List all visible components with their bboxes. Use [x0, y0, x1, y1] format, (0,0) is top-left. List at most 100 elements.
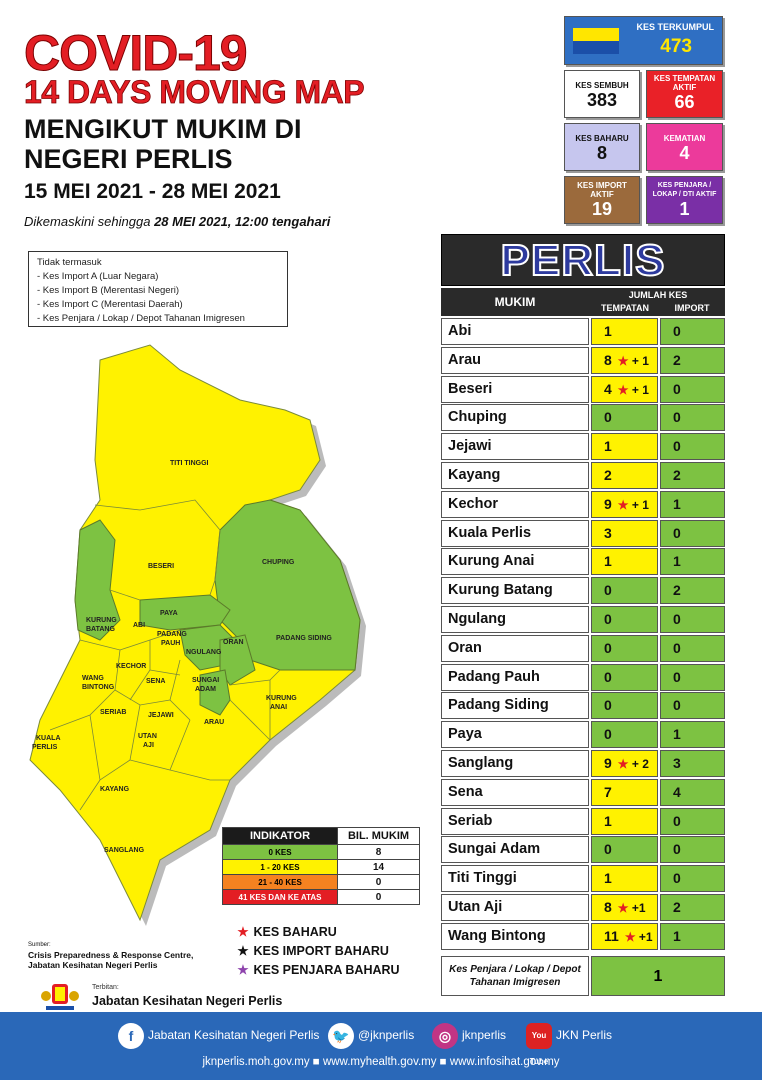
tempatan-cell: 0	[591, 663, 658, 691]
indicator-count: 0	[337, 874, 420, 890]
legend-item: ★ KES PENJARA BAHARU	[236, 961, 399, 980]
map-label: KURUNG	[266, 695, 297, 702]
table-row: Kayang 2 2	[441, 461, 725, 490]
tempatan-cell: 1	[591, 318, 658, 345]
map-label: SENA	[146, 678, 165, 685]
footer-urls[interactable]: jknperlis.moh.gov.my ■ www.myhealth.gov.…	[202, 1056, 560, 1068]
map-subtitle: 14 DAYS MOVING MAP	[24, 74, 365, 110]
map-label: BESERI	[148, 563, 174, 570]
tempatan-value: 0	[604, 697, 612, 714]
table-row: Sanglang 9 ★ + 2 3	[441, 749, 725, 778]
tempatan-value: 1	[604, 812, 612, 829]
indicator-count: 14	[337, 859, 420, 875]
map-label: SANGLANG	[104, 847, 145, 854]
tempatan-cell: 1	[591, 548, 658, 576]
table-row: Wang Bintong 11 ★ +1 1	[441, 922, 725, 951]
stat-terkumpul: KES TERKUMPUL 473	[564, 16, 723, 65]
new-cases: ★ + 1	[618, 383, 649, 397]
mukim-name: Kurung Anai	[441, 548, 589, 576]
star-icon: ★	[617, 382, 629, 397]
import-value: 0	[660, 692, 725, 720]
import-value: 0	[660, 404, 725, 432]
mukim-name: Arau	[441, 346, 589, 374]
map-label: PERLIS	[32, 744, 58, 751]
tempatan-cell: 9 ★ + 2	[591, 749, 658, 777]
tempatan-value: 11	[604, 927, 619, 944]
instagram-link[interactable]: ◎ jknperlis	[432, 1022, 506, 1049]
tempatan-cell: 9 ★ + 1	[591, 490, 658, 518]
facebook-link[interactable]: f Jabatan Kesihatan Negeri Perlis	[118, 1022, 319, 1049]
stat-import-aktif: KES IMPORT AKTIF 19	[564, 176, 640, 224]
tempatan-cell: 8 ★ +1	[591, 893, 658, 921]
new-cases: ★ + 1	[618, 498, 649, 512]
table-row: Kurung Batang 0 2	[441, 576, 725, 605]
notes-item: - Kes Import A (Luar Negara)	[37, 271, 159, 282]
perlis-flag-icon	[573, 28, 619, 54]
table-header: MUKIM JUMLAH KES TEMPATAN IMPORT	[441, 288, 725, 316]
mukim-name: Kechor	[441, 490, 589, 518]
exclusion-notes: Tidak termasuk - Kes Import A (Luar Nega…	[28, 251, 288, 327]
stat-penjara-value: 1	[679, 199, 690, 219]
new-cases: ★ + 1	[618, 354, 649, 368]
map-label: TITI TINGGI	[170, 460, 209, 467]
map-label: BATANG	[86, 626, 115, 633]
instagram-icon: ◎	[432, 1022, 458, 1049]
indicator-label: 1 - 20 KES	[222, 859, 338, 875]
footer: f Jabatan Kesihatan Negeri Perlis 🐦 @jknpe…	[0, 1012, 762, 1080]
map-label: ADAM	[195, 686, 216, 693]
tempatan-value: 8	[604, 351, 612, 368]
legend-item: ★ KES BAHARU	[236, 923, 400, 942]
date-range: 15 MEI 2021 - 28 MEI 2021	[24, 180, 281, 203]
legend-label: KES BAHARU	[253, 925, 337, 939]
table-title: PERLIS	[441, 234, 725, 286]
youtube-link[interactable]: You Tube JKN Perlis	[526, 1022, 612, 1066]
map-region-sungai-adam	[199, 669, 231, 716]
tempatan-value: 4	[604, 380, 612, 397]
table-row: Ngulang 0 0	[441, 605, 725, 634]
indicator-label: 0 KES	[222, 844, 338, 860]
star-icon: ★	[624, 929, 636, 944]
star-icon: ★	[617, 353, 629, 368]
tempatan-value: 0	[604, 841, 612, 858]
facebook-label: Jabatan Kesihatan Negeri Perlis	[148, 1028, 320, 1042]
star-icon: ★	[237, 944, 249, 958]
tempatan-value: 0	[604, 668, 612, 685]
map-region-oran	[219, 634, 256, 686]
new-cases-value: + 1	[631, 497, 649, 512]
mukim-name: Jejawi	[441, 433, 589, 461]
map-label: ARAU	[204, 719, 224, 726]
map-label: PADANG	[157, 631, 187, 638]
tempatan-value: 2	[604, 466, 612, 483]
stat-import-value: 19	[591, 199, 613, 219]
map-label: PAUH	[161, 640, 180, 647]
tempatan-value: 1	[604, 553, 612, 570]
mukim-name: Titi Tinggi	[441, 865, 589, 893]
tempatan-cell: 0	[591, 721, 658, 749]
stat-baharu-value: 8	[596, 143, 607, 163]
tempatan-cell: 1	[591, 807, 658, 835]
tempatan-cell: 4 ★ + 1	[591, 375, 658, 403]
heading-line-1: MENGIKUT MUKIM DI	[24, 114, 302, 144]
stat-sembuh-value: 383	[586, 90, 618, 110]
mukim-name: Sungai Adam	[441, 836, 589, 864]
table-row: Sungai Adam 0 0	[441, 835, 725, 864]
tempatan-cell: 0	[591, 836, 658, 864]
col-import: IMPORT	[674, 303, 710, 313]
mukim-name: Kuala Perlis	[441, 519, 589, 547]
twitter-link[interactable]: 🐦 @jknperlis	[328, 1022, 414, 1049]
mukim-name: Oran	[441, 634, 589, 662]
map-label: ABI	[133, 622, 145, 629]
new-cases: ★ + 2	[618, 757, 649, 771]
table-row: Padang Siding 0 0	[441, 691, 725, 720]
mukim-name: Abi	[441, 318, 589, 345]
indicator-label: 41 KES DAN KE ATAS	[222, 889, 338, 905]
import-value: 1	[660, 922, 725, 950]
notes-item: - Kes Import B (Merentasi Negeri)	[37, 285, 180, 296]
publisher-caption: Terbitan:	[92, 984, 119, 991]
publisher-name: Jabatan Kesihatan Negeri Perlis	[92, 994, 283, 1008]
star-icon: ★	[617, 900, 629, 915]
mukim-name: Ngulang	[441, 605, 589, 633]
star-icon: ★	[617, 497, 629, 512]
import-value: 0	[660, 836, 725, 864]
new-cases: ★ +1	[625, 930, 653, 944]
